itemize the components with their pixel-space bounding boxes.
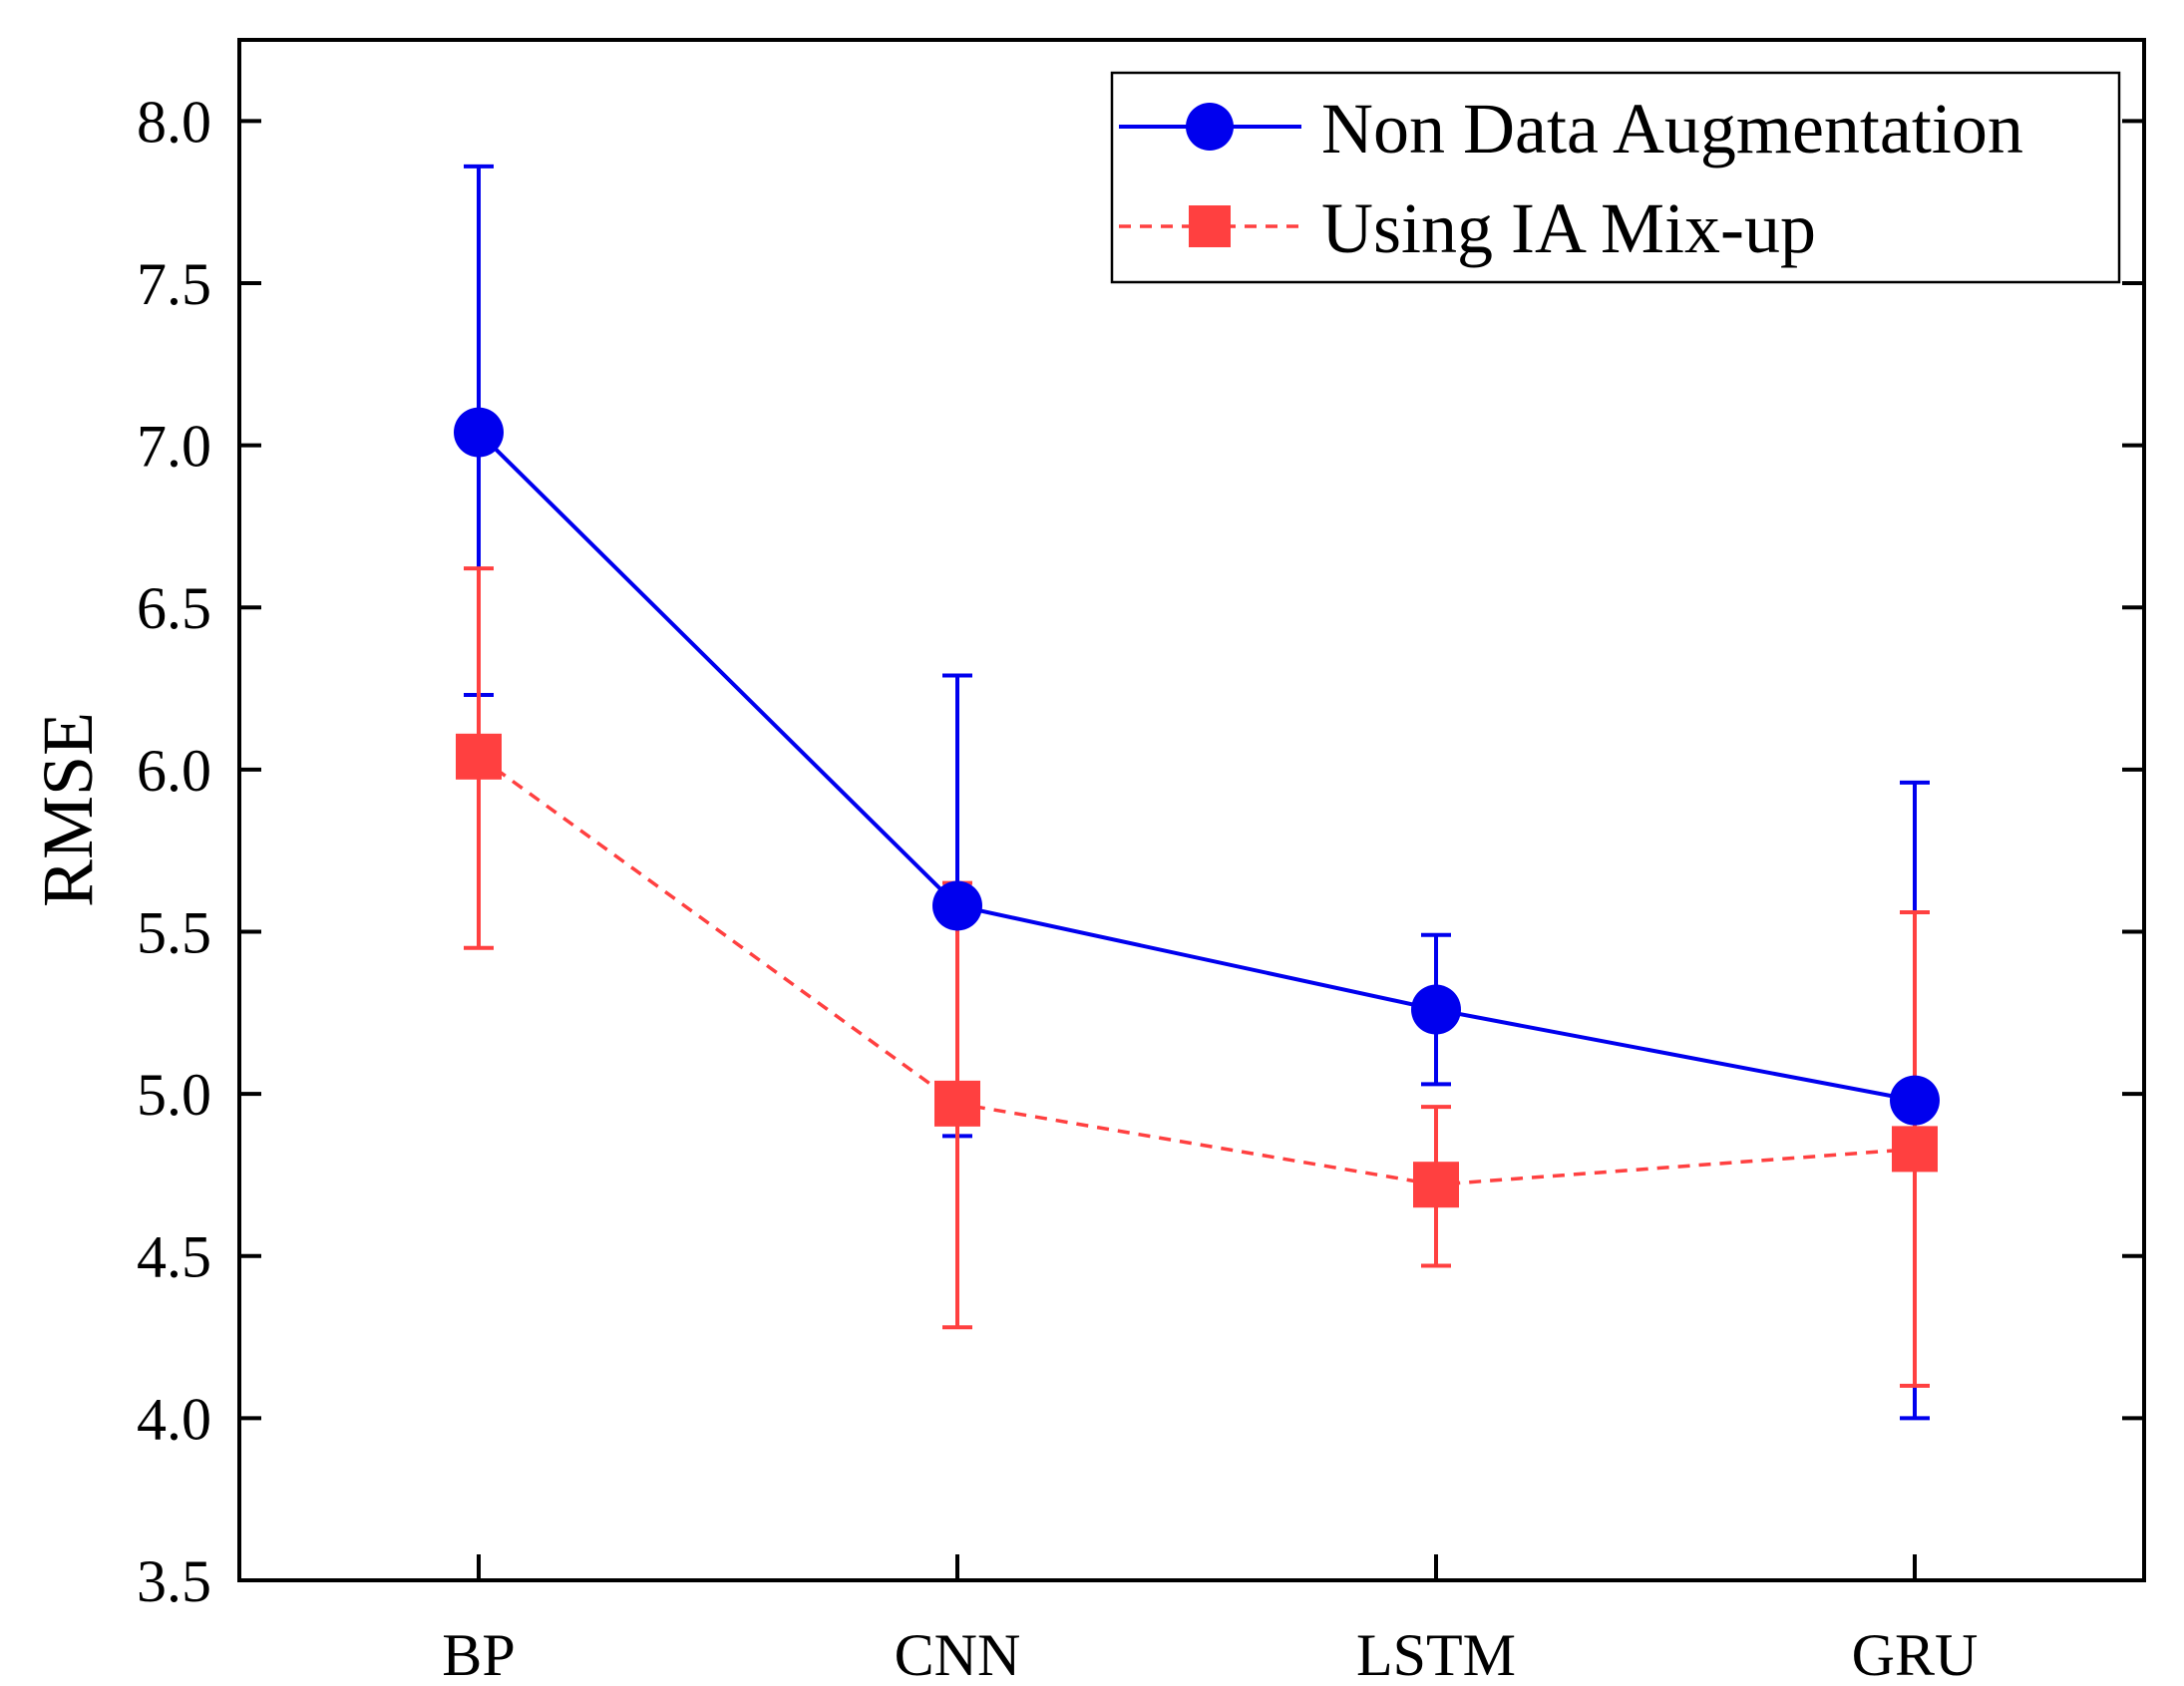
plot-frame [237,38,2146,1582]
legend-label-nda: Non Data Augmentation [1321,89,2023,169]
x-tick-label: GRU [1852,1622,1979,1686]
data-point-circle [454,407,504,458]
legend-label-mixup: Using IA Mix-up [1321,188,1816,268]
x-tick-label: CNN [895,1622,1021,1686]
error-bars [464,164,1930,1421]
y-tick-label: 5.0 [137,1062,211,1128]
legend-box [1110,71,2121,284]
series-line-1 [477,755,1916,1186]
y-tick-label: 4.5 [137,1224,211,1290]
y-axis-title: RMSE [28,712,108,907]
legend-marker-square [1189,205,1231,247]
y-tick-label: 8.0 [137,89,211,155]
data-point-circle [932,880,982,931]
series-markers [454,407,1940,1208]
y-tick-label: 6.5 [137,575,211,641]
y-axis-ticks: 3.5 4.0 4.5 5.0 5.5 6.0 6.5 7.0 7.5 8.0 [137,89,2144,1614]
x-tick-label: LSTM [1356,1622,1516,1686]
x-tick-label: BP [442,1622,515,1686]
data-point-circle [1411,984,1461,1035]
y-tick-label: 4.0 [137,1386,211,1452]
y-tick-label: 6.0 [137,738,211,804]
y-tick-label: 3.5 [137,1548,211,1614]
data-point-square [1413,1162,1459,1208]
series-lines [477,431,1916,1186]
data-point-square [456,733,502,780]
y-tick-label: 7.5 [137,251,211,317]
legend: Non Data Augmentation Using IA Mix-up [1110,71,2121,284]
y-tick-label: 7.0 [137,414,211,480]
data-point-square [934,1080,980,1127]
data-point-circle [1890,1075,1940,1126]
data-point-square [1892,1126,1938,1173]
x-axis-ticks: BP CNN LSTM GRU [442,1554,1978,1686]
legend-marker-circle [1186,103,1234,151]
y-tick-label: 5.5 [137,899,211,965]
series-line-0 [477,431,1916,1103]
